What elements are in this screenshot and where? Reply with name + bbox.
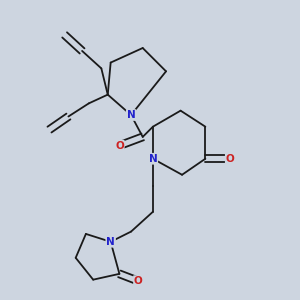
Text: N: N [148,154,157,164]
Text: N: N [127,110,135,120]
Text: N: N [106,237,115,247]
Text: O: O [226,154,235,164]
Text: O: O [134,276,143,286]
Text: O: O [115,141,124,151]
